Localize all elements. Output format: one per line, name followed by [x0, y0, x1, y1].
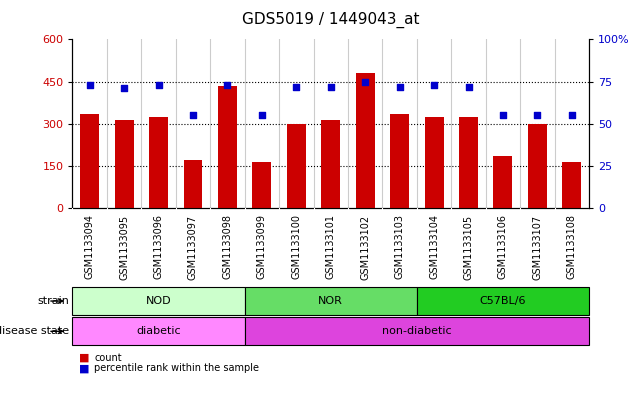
- Text: GSM1133100: GSM1133100: [291, 215, 301, 279]
- Bar: [253, 162, 272, 208]
- Point: [394, 83, 404, 90]
- Bar: [80, 114, 99, 208]
- Point: [84, 82, 94, 88]
- Point: [154, 82, 164, 88]
- Bar: [115, 119, 134, 208]
- Bar: [287, 124, 306, 208]
- Point: [429, 82, 439, 88]
- Bar: [425, 117, 444, 208]
- Bar: [72, 287, 244, 315]
- Text: GSM1133105: GSM1133105: [464, 215, 474, 279]
- Bar: [321, 119, 340, 208]
- Text: ■: ■: [79, 363, 89, 373]
- Text: count: count: [94, 353, 122, 363]
- Text: GSM1133106: GSM1133106: [498, 215, 508, 279]
- Bar: [356, 73, 375, 208]
- Text: GSM1133107: GSM1133107: [532, 215, 542, 279]
- Text: GDS5019 / 1449043_at: GDS5019 / 1449043_at: [242, 12, 420, 28]
- Bar: [244, 287, 417, 315]
- Bar: [493, 156, 512, 208]
- Text: diabetic: diabetic: [136, 326, 181, 336]
- Bar: [459, 117, 478, 208]
- Point: [326, 83, 336, 90]
- Point: [464, 83, 474, 90]
- Text: C57BL/6: C57BL/6: [479, 296, 526, 306]
- Text: disease state: disease state: [0, 326, 69, 336]
- Bar: [183, 160, 202, 208]
- Bar: [244, 317, 589, 345]
- Text: NOD: NOD: [146, 296, 171, 306]
- Point: [291, 83, 301, 90]
- Bar: [149, 117, 168, 208]
- Text: NOR: NOR: [318, 296, 343, 306]
- Text: GSM1133101: GSM1133101: [326, 215, 336, 279]
- Text: GSM1133103: GSM1133103: [394, 215, 404, 279]
- Text: ■: ■: [79, 353, 89, 363]
- Text: GSM1133094: GSM1133094: [84, 215, 94, 279]
- Bar: [218, 86, 237, 208]
- Text: GSM1133097: GSM1133097: [188, 215, 198, 279]
- Point: [498, 112, 508, 119]
- Text: non-diabetic: non-diabetic: [382, 326, 452, 336]
- Text: GSM1133098: GSM1133098: [222, 215, 232, 279]
- Text: GSM1133102: GSM1133102: [360, 215, 370, 279]
- Point: [222, 82, 232, 88]
- Text: GSM1133108: GSM1133108: [567, 215, 577, 279]
- Point: [119, 85, 129, 92]
- Bar: [528, 124, 547, 208]
- Point: [360, 79, 370, 85]
- Point: [532, 112, 542, 119]
- Bar: [417, 287, 589, 315]
- Text: GSM1133096: GSM1133096: [154, 215, 164, 279]
- Text: GSM1133095: GSM1133095: [119, 215, 129, 279]
- Point: [257, 112, 267, 119]
- Text: strain: strain: [37, 296, 69, 306]
- Bar: [563, 162, 581, 208]
- Text: percentile rank within the sample: percentile rank within the sample: [94, 363, 260, 373]
- Bar: [390, 114, 409, 208]
- Bar: [72, 317, 244, 345]
- Text: GSM1133099: GSM1133099: [257, 215, 267, 279]
- Text: GSM1133104: GSM1133104: [429, 215, 439, 279]
- Point: [188, 112, 198, 119]
- Point: [567, 112, 577, 119]
